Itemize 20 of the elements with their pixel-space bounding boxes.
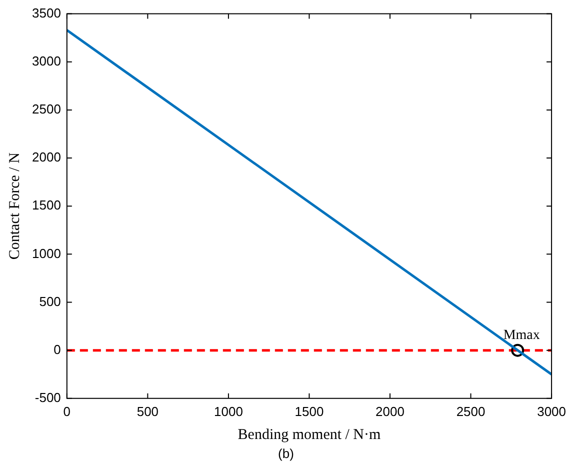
y-tick-label: 3000 bbox=[32, 53, 61, 68]
y-tick-label: 1500 bbox=[32, 198, 61, 213]
y-tick-label: 2500 bbox=[32, 102, 61, 117]
annotation: Mmax bbox=[503, 328, 540, 343]
x-tick-label: 1500 bbox=[294, 404, 324, 419]
x-tick-label: 2500 bbox=[456, 404, 486, 419]
y-tick-label: 1000 bbox=[32, 246, 61, 261]
x-axis-title: Bending moment / N·m bbox=[238, 426, 382, 443]
x-tick-label: 500 bbox=[136, 404, 159, 419]
y-axis-title: Contact Force / N bbox=[6, 152, 23, 260]
y-tick-label: -500 bbox=[34, 390, 61, 405]
x-tick-label: 0 bbox=[63, 404, 71, 419]
y-tick-label: 2000 bbox=[32, 150, 61, 165]
y-tick-label: 500 bbox=[39, 294, 61, 309]
y-tick-label: 0 bbox=[54, 342, 61, 357]
x-tick-label: 3000 bbox=[537, 404, 566, 419]
x-tick-label: 1000 bbox=[214, 404, 243, 419]
y-tick-label: 3500 bbox=[32, 5, 61, 20]
x-tick-label: 2000 bbox=[376, 404, 404, 419]
text: (b) bbox=[277, 446, 295, 461]
